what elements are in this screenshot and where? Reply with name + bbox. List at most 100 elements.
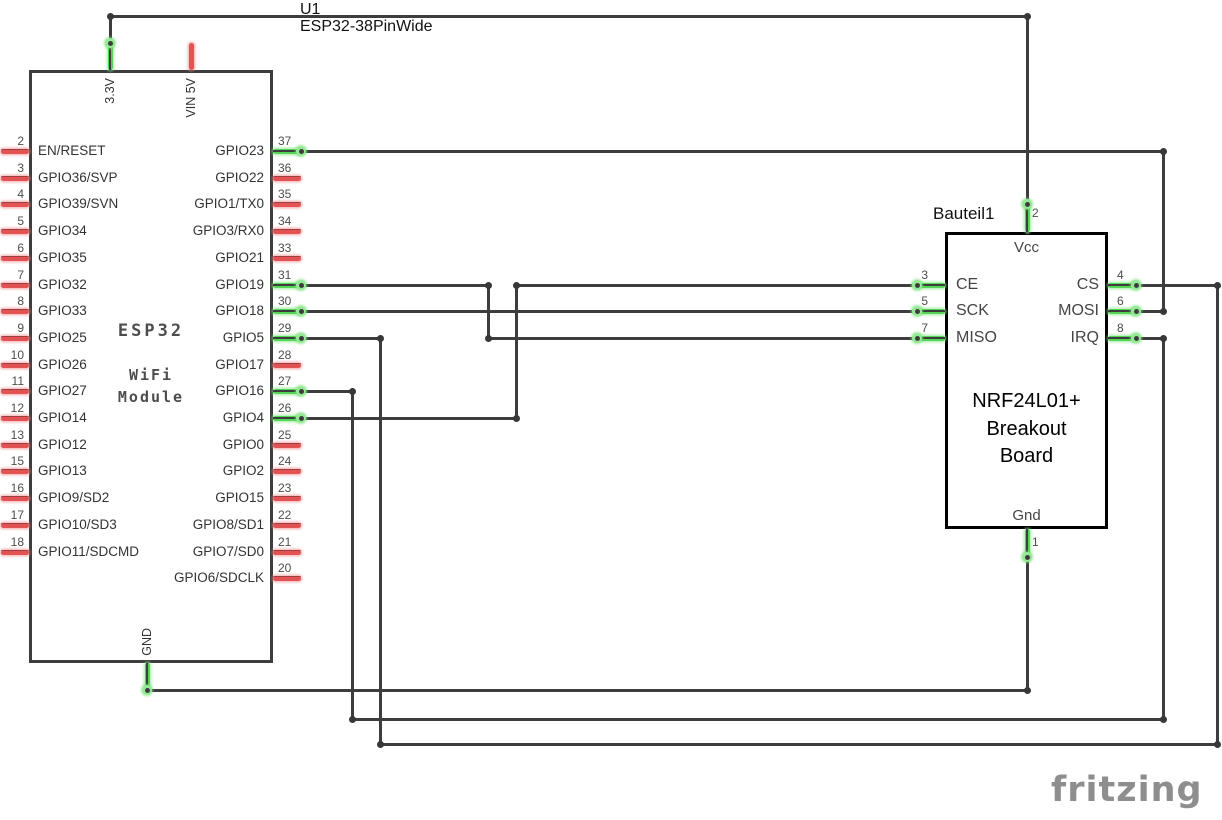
nrf-pin-mosi-tip[interactable] — [1131, 306, 1141, 316]
wire-gpio16-to-irq[interactable] — [1161, 336, 1165, 721]
wire-3v3-to-vcc-bendpoint[interactable] — [1023, 12, 1031, 20]
wire-gnd-to-gnd[interactable] — [145, 688, 1029, 692]
wire-gpio19-to-miso-bendpoint[interactable] — [484, 281, 492, 289]
nrf-pin-vcc[interactable] — [1024, 204, 1030, 232]
wire-gpio16-to-irq-bendpoint[interactable] — [1159, 334, 1167, 342]
wire-gpio16-to-irq[interactable] — [350, 717, 1165, 721]
nrf-pin-sck[interactable] — [917, 308, 945, 314]
esp32-pin-gpio21[interactable] — [273, 255, 301, 261]
wire-gpio23-to-mosi[interactable] — [272, 149, 1165, 153]
nrf-pin-irq-tip[interactable] — [1131, 333, 1141, 343]
esp32-pin-gpio11-sdcmd[interactable] — [1, 549, 29, 555]
nrf-pin-cs[interactable] — [1108, 282, 1136, 288]
wire-3v3-to-vcc[interactable] — [108, 14, 1029, 18]
esp32-pin-gpio4[interactable] — [273, 415, 301, 421]
wire-gpio5-to-cs[interactable] — [378, 742, 1219, 746]
nrf-pin-cs-tip[interactable] — [1131, 280, 1141, 290]
esp32-part-type-label[interactable]: ESP32-38PinWide — [300, 18, 433, 35]
esp32-pin-gpio23[interactable] — [273, 148, 301, 154]
esp32-pin-gpio16[interactable] — [273, 388, 301, 394]
esp32-pin-3-3v-tip[interactable] — [105, 38, 115, 48]
esp32-pin-gpio26[interactable] — [1, 362, 29, 368]
esp32-pin-gpio5-tip[interactable] — [296, 333, 306, 343]
wire-gpio18-to-sck[interactable] — [272, 309, 946, 313]
wire-3v3-to-vcc-bendpoint[interactable] — [106, 12, 114, 20]
wire-gpio5-to-cs[interactable] — [1107, 283, 1219, 287]
esp32-pin-gpio6-sdclk[interactable] — [273, 575, 301, 581]
wire-gpio16-to-irq-bendpoint[interactable] — [1159, 715, 1167, 723]
esp32-pin-gpio19-tip[interactable] — [296, 280, 306, 290]
wire-gpio19-to-miso[interactable] — [272, 283, 490, 287]
wire-gpio23-to-mosi[interactable] — [1161, 149, 1165, 313]
wire-gpio4-to-ce[interactable] — [514, 283, 946, 287]
wire-gpio4-to-ce[interactable] — [514, 283, 518, 420]
wire-gpio5-to-cs-bendpoint[interactable] — [376, 740, 384, 748]
esp32-pin-gpio25[interactable] — [1, 335, 29, 341]
nrf-pin-ce[interactable] — [917, 282, 945, 288]
esp32-pin-3-3v[interactable] — [107, 43, 113, 70]
nrf-pin-ce-tip[interactable] — [912, 280, 922, 290]
wire-gpio16-to-irq[interactable] — [350, 389, 354, 721]
esp32-pin-gpio0[interactable] — [273, 442, 301, 448]
esp32-pin-gpio27[interactable] — [1, 388, 29, 394]
esp32-pin-gpio16-tip[interactable] — [296, 386, 306, 396]
wire-3v3-to-vcc[interactable] — [1025, 14, 1029, 234]
esp32-designator-label[interactable]: U1 — [300, 1, 321, 18]
esp32-pin-gpio15[interactable] — [273, 495, 301, 501]
wire-gpio23-to-mosi-bendpoint[interactable] — [1159, 147, 1167, 155]
nrf-pin-vcc-tip[interactable] — [1022, 199, 1032, 209]
wire-gpio23-to-mosi-bendpoint[interactable] — [1159, 307, 1167, 315]
wire-gpio5-to-cs[interactable] — [378, 336, 382, 746]
esp32-pin-gpio19[interactable] — [273, 282, 301, 288]
esp32-pin-en-reset[interactable] — [1, 148, 29, 154]
esp32-pin-gpio17[interactable] — [273, 362, 301, 368]
wire-gpio4-to-ce-bendpoint[interactable] — [512, 414, 520, 422]
wire-gpio4-to-ce-bendpoint[interactable] — [512, 281, 520, 289]
nrf-pin-gnd[interactable] — [1024, 529, 1030, 557]
esp32-pin-gpio23-tip[interactable] — [296, 146, 306, 156]
esp32-component-body[interactable] — [29, 70, 273, 663]
esp32-pin-gpio14[interactable] — [1, 415, 29, 421]
wire-gnd-to-gnd-bendpoint[interactable] — [1023, 686, 1031, 694]
esp32-pin-vin-5v[interactable] — [188, 43, 194, 70]
esp32-pin-gpio1-tx0[interactable] — [273, 201, 301, 207]
esp32-pin-gnd-tip[interactable] — [142, 685, 152, 695]
esp32-pin-gpio18[interactable] — [273, 308, 301, 314]
nrf-designator-label[interactable]: Bauteil1 — [933, 204, 995, 223]
wire-gpio16-to-irq-bendpoint[interactable] — [348, 387, 356, 395]
esp32-pin-gpio35[interactable] — [1, 255, 29, 261]
wire-gpio19-to-miso[interactable] — [486, 336, 946, 340]
esp32-pin-gpio7-sd0[interactable] — [273, 549, 301, 555]
esp32-pin-gpio39-svn[interactable] — [1, 201, 29, 207]
wire-gpio5-to-cs-bendpoint[interactable] — [1213, 740, 1221, 748]
nrf-pin-sck-tip[interactable] — [912, 306, 922, 316]
wire-gpio16-to-irq-bendpoint[interactable] — [348, 715, 356, 723]
esp32-pin-gpio4-tip[interactable] — [296, 413, 306, 423]
wire-gpio5-to-cs-bendpoint[interactable] — [376, 334, 384, 342]
esp32-pin-gpio9-sd2[interactable] — [1, 495, 29, 501]
esp32-pin-gpio33[interactable] — [1, 308, 29, 314]
nrf-component-body[interactable] — [945, 232, 1108, 529]
esp32-pin-gpio34[interactable] — [1, 228, 29, 234]
nrf-pin-miso-tip[interactable] — [912, 333, 922, 343]
esp32-pin-gpio18-tip[interactable] — [296, 306, 306, 316]
esp32-pin-gpio12[interactable] — [1, 442, 29, 448]
esp32-pin-gpio13[interactable] — [1, 468, 29, 474]
wire-gpio4-to-ce[interactable] — [272, 416, 518, 420]
esp32-pin-gpio36-svp[interactable] — [1, 175, 29, 181]
esp32-pin-gpio10-sd3[interactable] — [1, 522, 29, 528]
esp32-pin-gpio8-sd1[interactable] — [273, 522, 301, 528]
esp32-pin-gpio3-rx0[interactable] — [273, 228, 301, 234]
esp32-pin-gpio5[interactable] — [273, 335, 301, 341]
esp32-pin-gpio22[interactable] — [273, 175, 301, 181]
esp32-pin-gpio2[interactable] — [273, 468, 301, 474]
esp32-pin-gpio32[interactable] — [1, 282, 29, 288]
wire-gpio5-to-cs[interactable] — [272, 336, 382, 340]
wire-gpio16-to-irq[interactable] — [272, 389, 354, 393]
nrf-pin-irq[interactable] — [1108, 335, 1136, 341]
nrf-pin-mosi[interactable] — [1108, 308, 1136, 314]
wire-gpio5-to-cs-bendpoint[interactable] — [1213, 281, 1221, 289]
nrf-pin-miso[interactable] — [917, 335, 945, 341]
wire-gnd-to-gnd[interactable] — [1025, 556, 1029, 692]
esp32-pin-gnd[interactable] — [144, 663, 150, 690]
